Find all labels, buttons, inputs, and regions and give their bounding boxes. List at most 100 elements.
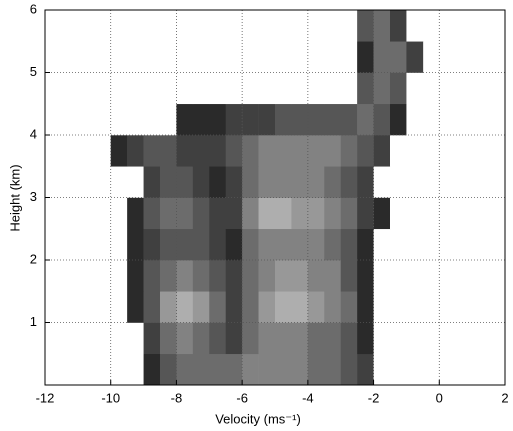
heat-cell [192,291,210,323]
heat-cell [160,72,177,105]
heat-cell [291,197,309,230]
heat-cell [340,10,358,42]
heat-cell [225,353,243,386]
heat-cell [340,166,358,198]
heat-cell [160,41,177,73]
heat-cell [209,135,227,167]
heat-cell [258,353,276,386]
heat-cell [373,103,391,136]
heat-cell [176,322,194,355]
heat-cell [176,228,194,261]
heat-cell [192,41,210,73]
heat-cell [225,260,243,292]
heat-cell [406,291,424,323]
heat-cell [390,353,407,386]
heat-cell [192,197,210,230]
heat-cell [406,322,424,355]
heat-cell [143,228,161,261]
heat-cell [192,135,210,167]
heat-cell [192,166,210,198]
heat-cell [291,10,309,42]
heat-cell [110,41,128,73]
heat-cell [291,135,309,167]
heat-cell [192,228,210,261]
heat-cell [373,260,391,292]
heat-cell [110,260,128,292]
heat-cell [258,291,276,323]
heat-cell [357,353,374,386]
heat-cell [406,135,424,167]
heat-cell [209,260,227,292]
heat-cell [406,41,424,73]
heat-cell [110,103,128,136]
heat-cell [275,228,292,261]
heat-cell [258,322,276,355]
heat-cell [176,103,194,136]
heat-cell [258,72,276,105]
x-tick-label: 2 [501,390,508,405]
heat-cell [340,322,358,355]
heat-cell [209,166,227,198]
heat-cell [143,72,161,105]
heat-cell [192,260,210,292]
y-tick-label: 6 [30,1,37,16]
heat-cell [242,72,259,105]
heat-cell [176,10,194,42]
heat-cell [110,291,128,323]
heat-cell [209,10,227,42]
heat-cell [176,197,194,230]
plot-frame [44,9,506,386]
heat-cell [406,10,424,42]
heat-cell [160,166,177,198]
heat-cell [340,135,358,167]
heat-cell [357,228,374,261]
heat-cell [275,291,292,323]
heat-cell [192,322,210,355]
heat-cell [357,103,374,136]
heat-cell [340,291,358,323]
heat-cell [127,228,144,261]
heat-cell [258,260,276,292]
heat-cell [143,353,161,386]
heat-cell [225,322,243,355]
heat-cell [357,41,374,73]
heat-cell [307,10,325,42]
heat-cell [357,322,374,355]
heat-cell [225,72,243,105]
x-tick-label: -12 [36,390,55,405]
heat-cell [373,166,391,198]
heat-cell [242,103,259,136]
heat-cell [176,135,194,167]
heat-cell [143,10,161,42]
heat-cell [357,166,374,198]
heat-cell [192,10,210,42]
heat-cell [209,228,227,261]
heat-cell [225,135,243,167]
heat-cell [340,228,358,261]
heat-cell [160,197,177,230]
heat-cell [324,197,342,230]
heat-cell [127,10,144,42]
heat-cell [160,291,177,323]
heat-cell [176,72,194,105]
heat-cell [225,41,243,73]
heat-cell [143,135,161,167]
heat-cell [307,41,325,73]
heat-cell [242,291,259,323]
heat-cell [324,72,342,105]
heat-cell [176,291,194,323]
heat-cell [307,260,325,292]
heat-cell [143,322,161,355]
heat-cell [143,291,161,323]
heat-cell [127,291,144,323]
heat-cell [275,41,292,73]
heat-cell [160,228,177,261]
heat-cell [143,41,161,73]
heat-cell [242,353,259,386]
y-tick-label: 2 [30,251,37,266]
heat-cell [209,353,227,386]
heat-cell [357,197,374,230]
heat-cell [291,228,309,261]
heat-cell [127,135,144,167]
heat-cell [192,353,210,386]
